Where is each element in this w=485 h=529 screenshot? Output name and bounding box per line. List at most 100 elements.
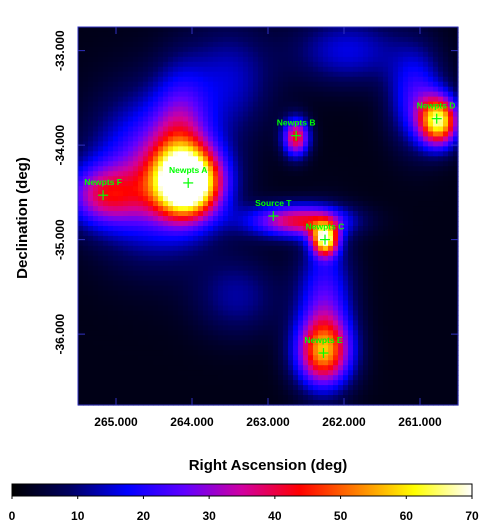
map-cell [343,290,349,297]
map-cell [208,290,214,297]
map-cell [133,290,139,297]
map-cell [438,27,444,33]
map-cell [228,166,234,172]
map-cell [323,166,329,172]
map-cell [128,86,134,93]
map-cell [333,265,339,272]
map-cell [278,131,284,138]
map-cell [293,176,299,182]
map-cell [218,91,224,98]
map-cell [348,46,354,53]
map-cell [213,91,219,98]
map-cell [268,196,274,202]
map-cell [208,240,214,247]
map-cell [78,51,84,58]
map-cell [338,81,344,88]
map-cell [163,290,169,297]
map-cell [218,181,224,187]
map-cell [453,211,459,217]
map-cell [93,106,99,113]
map-cell [433,275,439,282]
map-cell [363,350,369,356]
map-cell [153,216,159,222]
map-cell [268,156,274,162]
map-cell [408,230,414,237]
map-cell [293,116,299,123]
map-cell [428,220,434,227]
map-cell [133,340,139,346]
map-cell [433,191,439,197]
map-cell [173,345,179,351]
map-cell [453,136,459,142]
map-cell [138,181,144,187]
map-cell [343,176,349,182]
map-cell [308,36,314,43]
map-cell [453,111,459,118]
map-cell [133,335,139,341]
map-cell [243,335,249,341]
map-cell [248,230,254,237]
map-cell [378,161,384,167]
map-cell [333,81,339,88]
map-cell [293,76,299,83]
map-cell [283,176,289,182]
map-cell [93,181,99,187]
map-cell [163,240,169,247]
map-cell [243,240,249,247]
map-cell [348,335,354,341]
map-cell [168,106,174,113]
map-cell [273,96,279,103]
map-cell [423,240,429,247]
map-cell [83,275,89,282]
map-cell [218,31,224,38]
map-cell [233,340,239,346]
map-cell [363,245,369,252]
map-cell [263,225,269,232]
map-cell [333,186,339,192]
map-cell [408,335,414,341]
map-cell [428,340,434,346]
map-cell [183,235,189,242]
map-cell [423,230,429,237]
map-cell [393,61,399,68]
map-cell [348,51,354,58]
map-cell [393,91,399,98]
map-cell [428,235,434,242]
map-cell [103,166,109,172]
map-cell [263,36,269,43]
map-cell [273,230,279,237]
map-cell [193,201,199,207]
map-cell [363,146,369,152]
map-cell [213,265,219,272]
map-cell [378,91,384,98]
map-cell [393,285,399,292]
map-cell [323,181,329,187]
map-cell [243,141,249,147]
map-cell [328,270,334,277]
map-cell [313,146,319,152]
map-cell [88,171,94,177]
map-cell [213,41,219,48]
map-cell [318,211,324,217]
map-cell [193,325,199,331]
map-cell [143,260,149,267]
map-cell [318,345,324,351]
map-cell [253,56,259,63]
map-cell [198,116,204,123]
map-cell [183,225,189,232]
map-cell [303,71,309,78]
map-cell [278,171,284,177]
map-cell [283,265,289,272]
map-cell [258,216,264,222]
map-cell [343,330,349,336]
map-cell [303,345,309,351]
map-cell [153,196,159,202]
map-cell [103,131,109,138]
map-cell [243,225,249,232]
map-cell [423,41,429,48]
map-cell [393,31,399,38]
map-cell [428,86,434,93]
map-cell [273,31,279,38]
map-cell [433,176,439,182]
map-cell [258,225,264,232]
